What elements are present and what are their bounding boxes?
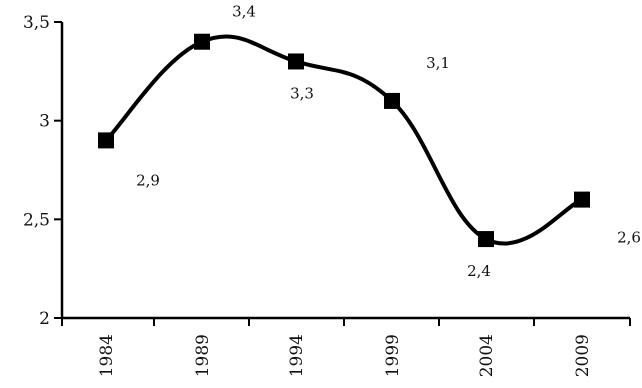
markers-layer <box>98 33 590 248</box>
data-label: 3,1 <box>426 54 450 72</box>
series-line <box>104 34 583 246</box>
data-label: 2,6 <box>617 229 641 247</box>
data-label: 3,4 <box>232 3 256 21</box>
x-tick-label: 1999 <box>383 334 403 377</box>
data-label: 3,3 <box>290 84 314 102</box>
data-label: 2,9 <box>136 171 160 189</box>
data-point-marker <box>478 231 494 248</box>
data-point-marker <box>288 53 304 70</box>
y-tick-label: 2 <box>39 309 50 329</box>
x-tick-label: 2009 <box>573 334 593 377</box>
data-point-marker <box>384 92 400 109</box>
axes <box>60 22 630 320</box>
data-point-marker <box>98 132 114 149</box>
x-tick-label: 1984 <box>97 334 117 377</box>
x-tick-label: 1994 <box>287 334 307 377</box>
labels-layer: 2,9 3,4 3,3 3,1 2,4 2,6 <box>136 3 641 280</box>
ticks: 2 2,5 3 3,5 1984 1989 1994 1999 2004 2009 <box>23 13 631 377</box>
y-tick-label: 3 <box>39 112 50 132</box>
series-line-layer <box>104 34 583 246</box>
data-label: 2,4 <box>467 262 491 280</box>
y-tick-label: 3,5 <box>23 13 50 33</box>
data-point-marker <box>194 33 210 50</box>
data-point-marker <box>574 191 590 208</box>
y-tick-label: 2,5 <box>23 210 50 230</box>
x-tick-label: 1989 <box>193 334 213 377</box>
x-tick-label: 2004 <box>477 334 497 377</box>
